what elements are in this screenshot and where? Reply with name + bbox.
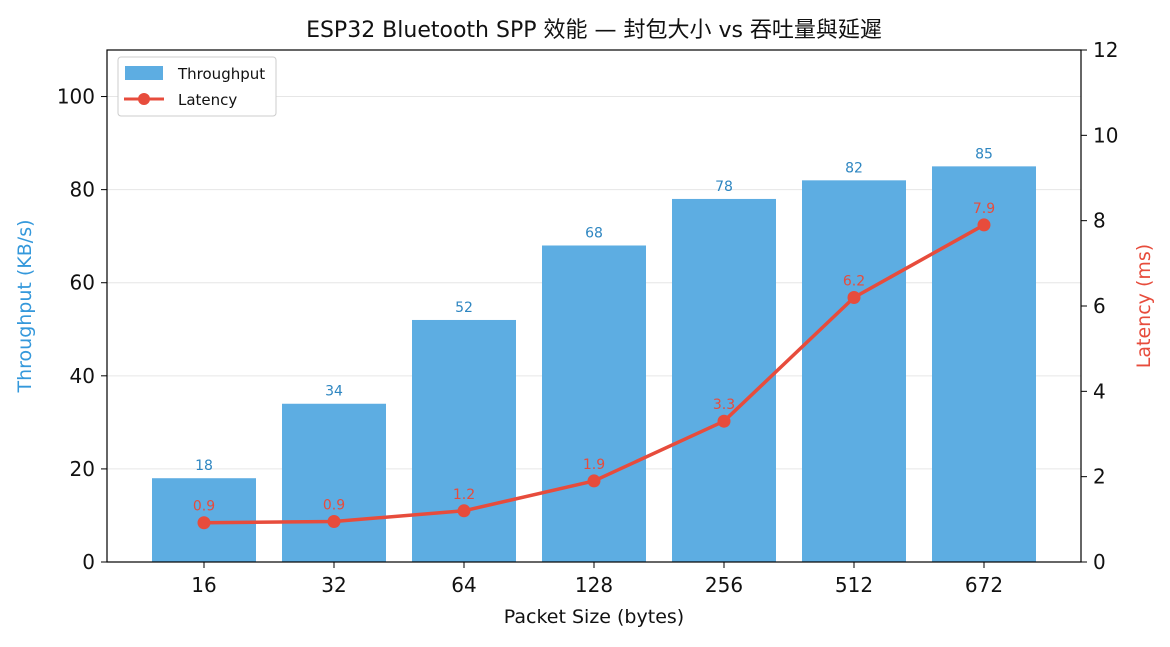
- y-tick-label: 20: [70, 457, 95, 481]
- latency-point: [457, 504, 471, 518]
- y-tick-label: 80: [70, 178, 95, 202]
- throughput-value-label: 82: [845, 160, 863, 176]
- throughput-bar: [932, 166, 1036, 562]
- legend-latency-marker: [138, 93, 150, 105]
- chart-title: ESP32 Bluetooth SPP 效能 — 封包大小 vs 吞吐量與延遲: [306, 18, 882, 43]
- latency-value-label: 3.3: [713, 397, 735, 413]
- y2-tick-label: 0: [1093, 550, 1106, 574]
- throughput-value-label: 68: [585, 225, 603, 241]
- bars-layer: 18 34 52 68 78 82 85: [152, 146, 1036, 563]
- throughput-bar: [542, 245, 646, 562]
- latency-point: [847, 290, 861, 304]
- y2-tick-label: 12: [1093, 38, 1118, 62]
- y2-tick-label: 2: [1093, 465, 1106, 489]
- latency-value-label: 1.2: [453, 487, 475, 503]
- latency-value-label: 0.9: [323, 497, 345, 513]
- x-tick-label: 64: [451, 573, 476, 597]
- y2-tick-label: 4: [1093, 379, 1106, 403]
- legend: Throughput Latency: [117, 56, 277, 117]
- legend-latency-label: Latency: [178, 91, 237, 109]
- x-tick-label: 256: [705, 573, 743, 597]
- latency-line-layer: 0.9 0.9 1.2 1.9 3.3 6.2 7.9: [193, 201, 995, 530]
- latency-value-label: 0.9: [193, 499, 215, 515]
- y2-tick-label: 6: [1093, 294, 1106, 318]
- x-tick-label: 512: [835, 573, 873, 597]
- throughput-value-label: 78: [715, 179, 733, 195]
- y2-tick-label: 10: [1093, 123, 1118, 147]
- x-tick-label: 128: [575, 573, 613, 597]
- throughput-value-label: 52: [455, 300, 473, 316]
- legend-throughput-swatch: [125, 66, 163, 80]
- throughput-value-label: 18: [195, 458, 213, 474]
- y2-tick-label: 8: [1093, 209, 1106, 233]
- throughput-bar: [802, 180, 906, 562]
- latency-value-label: 7.9: [973, 201, 995, 217]
- latency-point: [197, 516, 211, 530]
- latency-point: [977, 218, 991, 232]
- y-tick-label: 100: [57, 85, 95, 109]
- latency-value-label: 1.9: [583, 457, 605, 473]
- y-tick-label: 40: [70, 364, 95, 388]
- latency-point: [717, 414, 731, 428]
- throughput-bar: [412, 319, 516, 562]
- y-tick-label: 0: [82, 550, 95, 574]
- x-tick-label: 32: [321, 573, 346, 597]
- throughput-bar: [282, 403, 386, 562]
- x-tick-label: 16: [191, 573, 216, 597]
- throughput-value-label: 34: [325, 384, 343, 400]
- x-tick-label: 672: [965, 573, 1003, 597]
- latency-value-label: 6.2: [843, 273, 865, 289]
- legend-throughput-label: Throughput: [177, 65, 265, 83]
- latency-point: [587, 474, 601, 488]
- throughput-value-label: 85: [975, 146, 993, 162]
- x-axis-label: Packet Size (bytes): [504, 606, 684, 628]
- y-axis-label: Throughput (KB/s): [14, 219, 36, 393]
- latency-point: [327, 514, 341, 528]
- y2-axis-label: Latency (ms): [1133, 244, 1155, 368]
- throughput-bar: [672, 198, 776, 563]
- y-tick-label: 60: [70, 271, 95, 295]
